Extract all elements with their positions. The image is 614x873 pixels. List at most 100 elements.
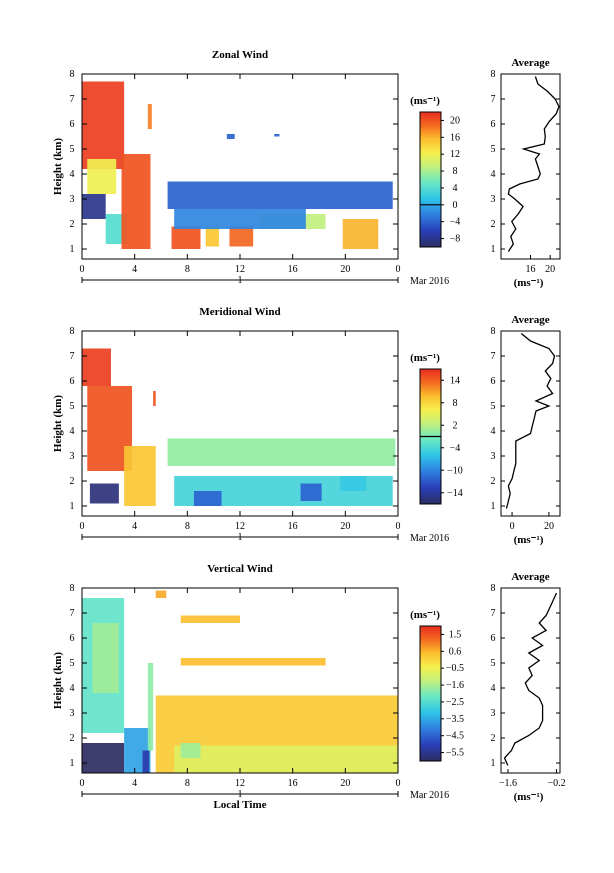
profile-x-label: (ms⁻¹) — [514, 791, 544, 803]
profile-title: Average — [511, 57, 549, 69]
profile-frame — [500, 330, 561, 517]
x-tick-label: 12 — [235, 778, 245, 789]
y-tick-label: 3 — [70, 451, 75, 462]
colorbar-tick-label: 12 — [450, 149, 460, 160]
profile-x-label: (ms⁻¹) — [514, 534, 544, 546]
panel-title: Vertical Wind — [207, 563, 273, 575]
heatmap-cell — [167, 181, 393, 209]
profile-y-tick-label: 7 — [491, 94, 496, 105]
heatmap-cell — [340, 476, 367, 491]
colorbar-tick-label: 14 — [450, 375, 460, 386]
heatmap-cell — [193, 491, 222, 506]
heatmap-cell — [155, 590, 167, 598]
profile-title: Average — [511, 314, 549, 326]
x-tick-label: 16 — [288, 521, 298, 532]
colorbar-tick-label: −2.5 — [446, 697, 464, 708]
x-tick-label: 0 — [396, 778, 401, 789]
date-axis-day: 1 — [238, 275, 243, 286]
profile-y-tick-label: 1 — [491, 501, 496, 512]
colorbar-tick-label: −1.6 — [446, 680, 464, 691]
profile-y-tick-label: 4 — [491, 683, 496, 694]
y-axis-label: Height (km) — [52, 138, 64, 195]
profile-line — [505, 332, 556, 509]
colorbar-tick-label: −4 — [450, 217, 461, 228]
heatmap-cell — [174, 209, 306, 229]
profile-y-tick-label: 6 — [491, 119, 496, 130]
heatmap-cell — [342, 219, 379, 249]
x-tick-label: 8 — [185, 264, 190, 275]
heatmap-cell — [92, 623, 119, 693]
y-tick-label: 8 — [70, 69, 75, 80]
y-axis-label: Height (km) — [52, 652, 64, 709]
y-tick-label: 4 — [70, 426, 75, 437]
profile-y-tick-label: 7 — [491, 351, 496, 362]
colorbar-tick-label: 8 — [453, 166, 458, 177]
heatmap-cell — [180, 743, 201, 758]
profile-y-tick-label: 7 — [491, 608, 496, 619]
heatmap-field — [82, 81, 393, 249]
y-tick-label: 6 — [70, 633, 75, 644]
profile-y-tick-label: 8 — [491, 583, 496, 594]
date-axis-month: Mar 2016 — [410, 790, 449, 801]
profile-y-tick-label: 3 — [491, 708, 496, 719]
profile-y-tick-label: 2 — [491, 733, 496, 744]
profile-y-tick-label: 3 — [491, 451, 496, 462]
colorbar-unit: (ms⁻¹) — [410, 352, 440, 364]
date-axis-month: Mar 2016 — [410, 276, 449, 287]
profile-x-label: (ms⁻¹) — [514, 277, 544, 289]
colorbar-unit: (ms⁻¹) — [410, 609, 440, 621]
colorbar-tick-label: 1.5 — [449, 629, 462, 640]
colorbar-tick-label: 4 — [453, 183, 458, 194]
profile-y-tick-label: 4 — [491, 169, 496, 180]
heatmap-field — [82, 590, 398, 773]
profile-y-tick-label: 5 — [491, 658, 496, 669]
x-tick-label: 8 — [185, 521, 190, 532]
profile-y-tick-label: 3 — [491, 194, 496, 205]
heatmap-cell — [205, 226, 219, 247]
profile-frame — [500, 73, 561, 260]
profile-y-tick-label: 6 — [491, 376, 496, 387]
x-tick-label: 20 — [340, 778, 350, 789]
y-tick-label: 3 — [70, 708, 75, 719]
x-tick-label: 16 — [288, 778, 298, 789]
heatmap-cell — [167, 438, 396, 466]
heatmap-cell — [82, 81, 125, 169]
x-tick-label: 4 — [132, 521, 137, 532]
panel-title: Meridional Wind — [199, 306, 280, 318]
profile-x-tick-label: 16 — [526, 264, 536, 275]
y-tick-label: 3 — [70, 194, 75, 205]
y-tick-label: 7 — [70, 94, 75, 105]
y-axis-label: Height (km) — [52, 395, 64, 452]
colorbar-tick-label: −4 — [450, 443, 461, 454]
colorbar — [419, 625, 442, 762]
heatmap-cell — [153, 391, 156, 406]
y-tick-label: 6 — [70, 119, 75, 130]
heatmap-cell — [89, 483, 119, 504]
profile-x-tick-label: 20 — [545, 264, 555, 275]
heatmap-cell — [82, 743, 125, 773]
heatmap-cell — [82, 348, 111, 386]
x-tick-label: 0 — [396, 521, 401, 532]
heatmap-cell — [180, 658, 326, 666]
colorbar-tick-label: 8 — [453, 398, 458, 409]
heatmap-cell — [147, 104, 152, 129]
profile-y-tick-label: 8 — [491, 69, 496, 80]
heatmap-cell — [300, 483, 322, 501]
y-tick-label: 2 — [70, 219, 75, 230]
heatmap-cell — [124, 446, 156, 506]
profile-x-tick-label: 20 — [544, 521, 554, 532]
profile-line — [503, 592, 558, 766]
y-tick-label: 4 — [70, 169, 75, 180]
heatmap-cell — [142, 750, 150, 773]
profile-frame — [500, 587, 561, 774]
profile-title: Average — [511, 571, 549, 583]
y-tick-label: 1 — [70, 501, 75, 512]
date-axis-day: 1 — [238, 532, 243, 543]
heatmap-cell — [229, 226, 254, 247]
y-tick-label: 2 — [70, 733, 75, 744]
colorbar-tick-label: 16 — [450, 132, 460, 143]
